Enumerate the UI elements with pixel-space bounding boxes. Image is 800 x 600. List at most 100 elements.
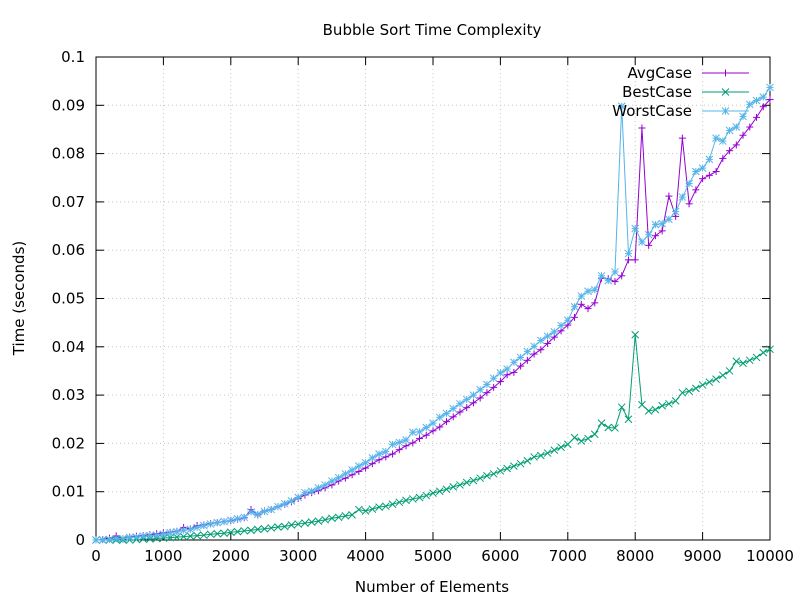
marker-stroke	[395, 498, 404, 507]
data-point-bestcase	[328, 514, 336, 523]
marker-stroke	[301, 488, 309, 497]
marker-stroke	[220, 517, 228, 526]
data-point-bestcase	[692, 384, 700, 393]
legend-entry-bestcase: BestCase	[622, 83, 749, 101]
marker-stroke	[590, 285, 599, 294]
data-point-bestcase	[422, 491, 431, 500]
data-point-worstcase	[125, 533, 134, 542]
marker-stroke	[260, 507, 269, 516]
data-point-bestcase	[530, 453, 538, 461]
data-point-worstcase	[469, 391, 478, 399]
marker-stroke	[213, 518, 222, 527]
data-point-avgcase	[739, 131, 747, 139]
marker-stroke	[240, 513, 249, 522]
y-tick-label: 0.02	[52, 434, 85, 452]
data-point-avgcase	[510, 368, 518, 376]
marker-stroke	[530, 342, 538, 351]
data-point-worstcase	[712, 134, 720, 142]
data-point-bestcase	[260, 525, 269, 533]
marker-stroke	[732, 123, 741, 131]
data-point-bestcase	[226, 528, 235, 537]
marker-stroke	[516, 459, 525, 468]
marker-stroke	[584, 287, 592, 296]
data-point-bestcase	[483, 471, 491, 480]
marker-stroke	[692, 384, 700, 393]
data-point-bestcase	[671, 397, 680, 405]
data-point-worstcase	[321, 481, 330, 489]
marker-stroke	[705, 378, 714, 386]
marker-stroke	[745, 100, 754, 109]
data-point-worstcase	[590, 285, 599, 294]
marker-stroke	[523, 347, 532, 356]
data-point-worstcase	[92, 536, 100, 544]
x-tick-label: 8000	[616, 547, 654, 565]
data-point-worstcase	[395, 438, 404, 447]
marker-stroke	[253, 510, 262, 519]
marker-stroke	[712, 134, 720, 142]
marker-stroke	[536, 451, 545, 460]
marker-stroke	[705, 155, 714, 164]
marker-stroke	[368, 454, 377, 462]
marker-stroke	[307, 518, 316, 526]
data-point-avgcase	[483, 389, 491, 397]
data-point-bestcase	[388, 500, 397, 509]
marker-stroke	[449, 404, 458, 413]
marker-stroke	[415, 427, 424, 436]
data-point-worstcase	[489, 374, 498, 383]
data-point-bestcase	[489, 469, 498, 478]
data-point-bestcase	[631, 330, 640, 339]
data-point-worstcase	[705, 155, 714, 164]
data-point-bestcase	[658, 401, 667, 410]
data-point-worstcase	[301, 488, 309, 497]
data-point-worstcase	[388, 440, 397, 449]
y-tick-label: 0.03	[52, 386, 85, 404]
marker-stroke	[280, 499, 289, 508]
marker-stroke	[577, 292, 586, 300]
data-point-bestcase	[159, 534, 168, 542]
data-point-worstcase	[563, 316, 572, 325]
data-point-worstcase	[752, 96, 761, 105]
marker-stroke	[570, 302, 579, 311]
data-point-bestcase	[240, 526, 249, 535]
marker-stroke	[402, 496, 410, 505]
data-point-avgcase	[416, 435, 424, 443]
marker-stroke	[665, 215, 673, 224]
data-point-avgcase	[631, 256, 639, 264]
marker-stroke	[375, 503, 383, 512]
data-point-bestcase	[752, 353, 761, 362]
marker-stroke	[536, 336, 545, 345]
data-point-bestcase	[435, 487, 444, 496]
marker-stroke	[685, 179, 693, 188]
data-point-worstcase	[112, 534, 121, 543]
marker-stroke	[766, 345, 774, 354]
marker-stroke	[341, 469, 350, 478]
marker-stroke	[159, 530, 168, 539]
marker-stroke	[557, 443, 565, 452]
data-point-bestcase	[220, 529, 228, 538]
data-point-worstcase	[570, 302, 579, 311]
data-point-avgcase	[726, 147, 734, 155]
data-point-worstcase	[638, 238, 646, 246]
marker-stroke	[247, 526, 255, 535]
marker-stroke	[294, 493, 303, 502]
marker-stroke	[388, 500, 397, 509]
data-point-bestcase	[516, 459, 525, 468]
data-point-bestcase	[314, 517, 323, 526]
data-point-bestcase	[510, 462, 518, 470]
x-tick-label: 6000	[481, 547, 519, 565]
data-point-bestcase	[381, 502, 390, 511]
data-point-worstcase	[328, 477, 336, 485]
marker-stroke	[253, 525, 262, 534]
marker-stroke	[563, 440, 572, 449]
series-bestcase	[92, 330, 774, 544]
data-point-worstcase	[247, 508, 255, 516]
marker-stroke	[314, 483, 323, 492]
data-point-bestcase	[186, 532, 195, 540]
data-point-bestcase	[685, 387, 693, 396]
data-point-bestcase	[233, 527, 242, 536]
data-point-worstcase	[523, 347, 532, 356]
marker-stroke	[462, 478, 471, 487]
marker-stroke	[388, 440, 397, 449]
data-point-worstcase	[718, 137, 727, 145]
